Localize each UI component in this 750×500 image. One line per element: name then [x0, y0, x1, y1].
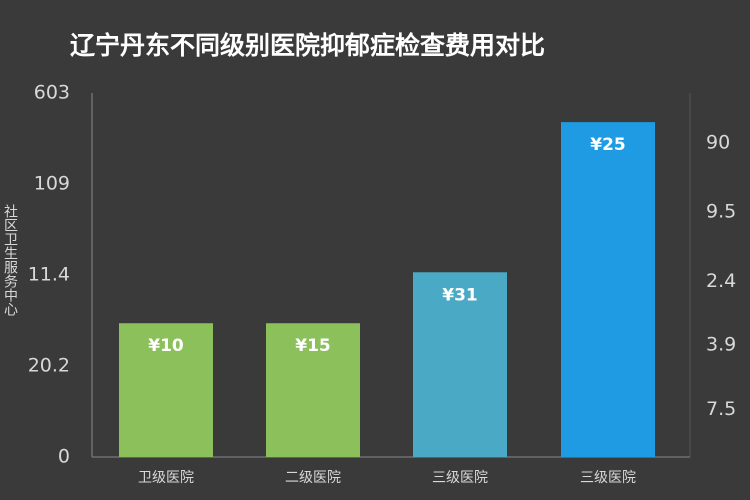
y2-tick-label: 2.4 — [706, 270, 736, 292]
y-axis-label: 社区卫生服务中心 — [2, 204, 18, 316]
x-tick-label: 卫级医院 — [138, 470, 194, 486]
bar-label: ¥31 — [442, 285, 478, 305]
x-tick-label: 二级医院 — [285, 470, 341, 486]
y-tick-label: 109 — [34, 173, 70, 195]
y-tick-label: 0 — [58, 446, 70, 468]
y2-tick-label: 90 — [706, 132, 730, 154]
bar — [266, 323, 360, 457]
y2-tick-label: 9.5 — [706, 201, 736, 223]
y-tick-label: 11.4 — [28, 264, 70, 286]
x-tick-label: 三级医院 — [580, 470, 636, 486]
bar — [561, 122, 655, 458]
bar-label: ¥15 — [295, 336, 331, 356]
y2-tick-label: 3.9 — [706, 334, 736, 356]
bar — [413, 272, 507, 457]
bar — [119, 323, 213, 457]
y2-tick-label: 7.5 — [706, 398, 736, 420]
chart-title: 辽宁丹东不同级别医院抑郁症检查费用对比 — [70, 31, 545, 60]
y-tick-label: 603 — [34, 82, 70, 104]
bar-label: ¥25 — [590, 135, 626, 155]
bar-label: ¥10 — [148, 336, 184, 356]
x-tick-label: 三级医院 — [432, 470, 488, 486]
y-tick-label: 20.2 — [28, 355, 70, 377]
